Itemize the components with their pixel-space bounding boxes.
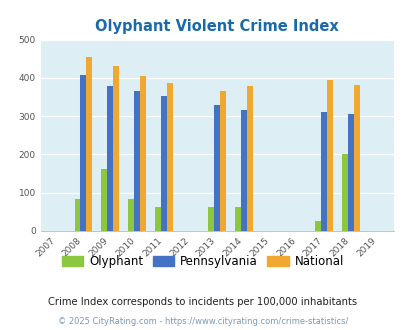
Bar <box>140 76 145 231</box>
Bar <box>220 90 226 231</box>
Bar <box>134 91 140 231</box>
Bar <box>101 169 107 231</box>
Legend: Olyphant, Pennsylvania, National: Olyphant, Pennsylvania, National <box>58 250 347 273</box>
Text: © 2025 CityRating.com - https://www.cityrating.com/crime-statistics/: © 2025 CityRating.com - https://www.city… <box>58 317 347 326</box>
Bar <box>315 221 320 231</box>
Bar <box>166 83 172 231</box>
Bar <box>234 207 241 231</box>
Bar <box>347 114 353 231</box>
Text: Crime Index corresponds to incidents per 100,000 inhabitants: Crime Index corresponds to incidents per… <box>48 297 357 307</box>
Bar <box>326 80 332 231</box>
Bar <box>128 199 134 231</box>
Bar <box>80 75 86 231</box>
Bar <box>75 199 80 231</box>
Bar <box>214 105 220 231</box>
Bar <box>246 86 252 231</box>
Bar <box>341 154 347 231</box>
Bar <box>86 57 92 231</box>
Bar <box>154 207 160 231</box>
Title: Olyphant Violent Crime Index: Olyphant Violent Crime Index <box>95 19 338 34</box>
Bar <box>320 112 326 231</box>
Bar <box>160 96 166 231</box>
Bar <box>107 85 113 231</box>
Bar <box>241 111 246 231</box>
Bar <box>353 85 359 231</box>
Bar <box>113 66 119 231</box>
Bar <box>208 207 214 231</box>
